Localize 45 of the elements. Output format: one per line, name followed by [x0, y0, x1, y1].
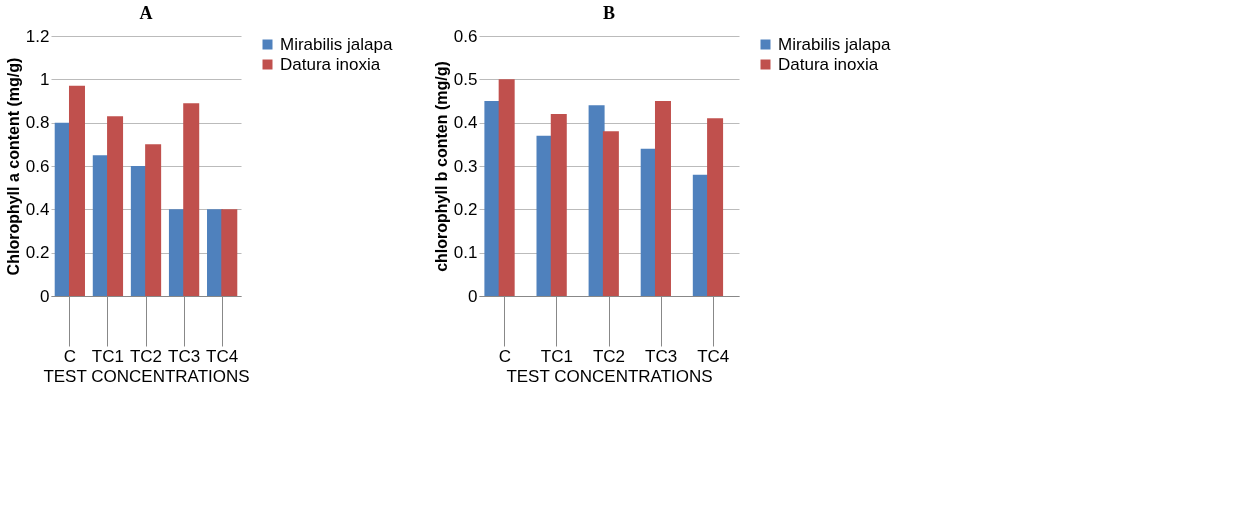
- x-tick-label: TC4: [206, 346, 239, 366]
- y-tick-label: 0.2: [25, 243, 50, 263]
- bar: [498, 79, 515, 296]
- x-tick-label: TC4: [697, 346, 730, 366]
- y-tick-label: 0.6: [25, 156, 50, 176]
- chart-title: B: [602, 3, 616, 23]
- bar: [68, 85, 85, 296]
- bar: [707, 118, 724, 296]
- y-axis-title: Chlorophyll a content (mg/g): [4, 57, 22, 276]
- chart-title: A: [139, 3, 153, 23]
- y-tick-label: 0: [468, 286, 478, 306]
- y-axis-title: chlorophyll b conten (mg/g): [432, 61, 450, 272]
- bar: [602, 131, 619, 296]
- x-tick-label: TC2: [129, 346, 163, 366]
- bar: [484, 101, 501, 296]
- x-axis-title: TEST CONCENTRATIONS: [43, 366, 250, 386]
- x-tick-label: TC2: [592, 346, 626, 366]
- y-tick-label: 0.8: [25, 113, 50, 133]
- bar: [654, 101, 671, 296]
- bar: [550, 114, 567, 296]
- y-tick-label: 0.1: [453, 243, 478, 263]
- y-tick-label: 0.5: [453, 69, 478, 89]
- bar: [183, 103, 200, 296]
- x-tick-label: TC1: [540, 346, 573, 366]
- x-tick-label: TC1: [91, 346, 124, 366]
- x-tick-label: TC3: [168, 346, 201, 366]
- legend-label: Datura inoxia: [280, 54, 381, 74]
- bar: [145, 144, 162, 296]
- x-tick-label: C: [498, 346, 511, 366]
- y-tick-label: 0.6: [453, 26, 478, 46]
- y-tick-label: 0.4: [453, 113, 478, 133]
- y-tick-label: 1: [40, 69, 50, 89]
- y-tick-label: 0.3: [453, 156, 478, 176]
- bar: [107, 116, 124, 296]
- y-tick-label: 0.4: [25, 199, 50, 219]
- legend-label: Mirabilis jalapa: [280, 34, 393, 54]
- x-tick-label: C: [63, 346, 76, 366]
- x-axis-title: TEST CONCENTRATIONS: [506, 366, 713, 386]
- y-tick-label: 1.2: [25, 26, 50, 46]
- y-tick-label: 0.2: [453, 199, 478, 219]
- y-tick-label: 0: [40, 286, 50, 306]
- legend-label: Datura inoxia: [778, 54, 879, 74]
- legend-label: Mirabilis jalapa: [778, 34, 891, 54]
- x-tick-label: TC3: [645, 346, 678, 366]
- bar: [221, 209, 238, 296]
